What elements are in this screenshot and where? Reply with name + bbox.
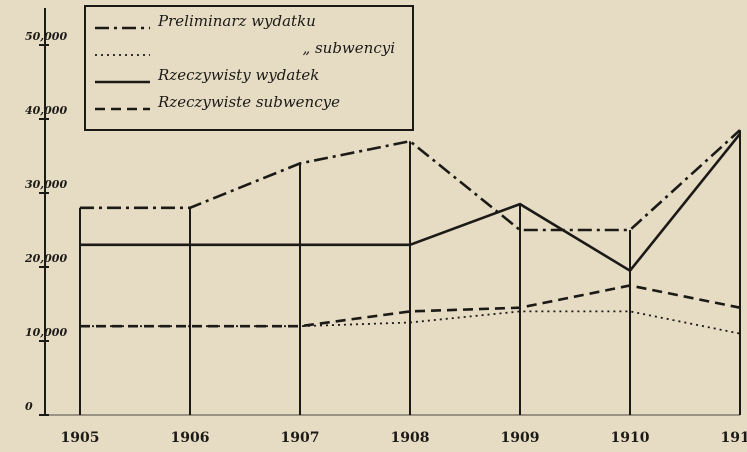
- y-tick-label: 30,000: [25, 178, 67, 191]
- x-tick-label: 1911: [721, 430, 747, 446]
- y-tick-label: 40,000: [25, 104, 67, 117]
- y-tick-label: 50,000: [25, 30, 67, 43]
- series-line: [80, 129, 741, 232]
- series-line: [80, 132, 742, 273]
- series-line: [80, 310, 741, 335]
- x-tick-label: 1910: [611, 430, 650, 446]
- series-line: [80, 284, 741, 328]
- x-tick-label: 1906: [171, 430, 210, 446]
- x-tick-label: 1909: [501, 430, 540, 446]
- legend-label: „ subwencyi: [302, 39, 395, 57]
- x-tick-label: 1908: [391, 430, 430, 446]
- y-tick-label: 10,000: [25, 326, 67, 339]
- x-tick-label: 1905: [61, 430, 100, 446]
- legend-label: Rzeczywiste subwencye: [157, 93, 340, 111]
- legend-label: Preliminarz wydatku: [157, 12, 316, 30]
- legend-box: [84, 5, 414, 131]
- x-tick-label: 1907: [281, 430, 320, 446]
- y-tick-label: 20,000: [24, 252, 67, 265]
- y-tick-label: 0: [25, 400, 33, 413]
- legend-label: Rzeczywisty wydatek: [157, 66, 319, 84]
